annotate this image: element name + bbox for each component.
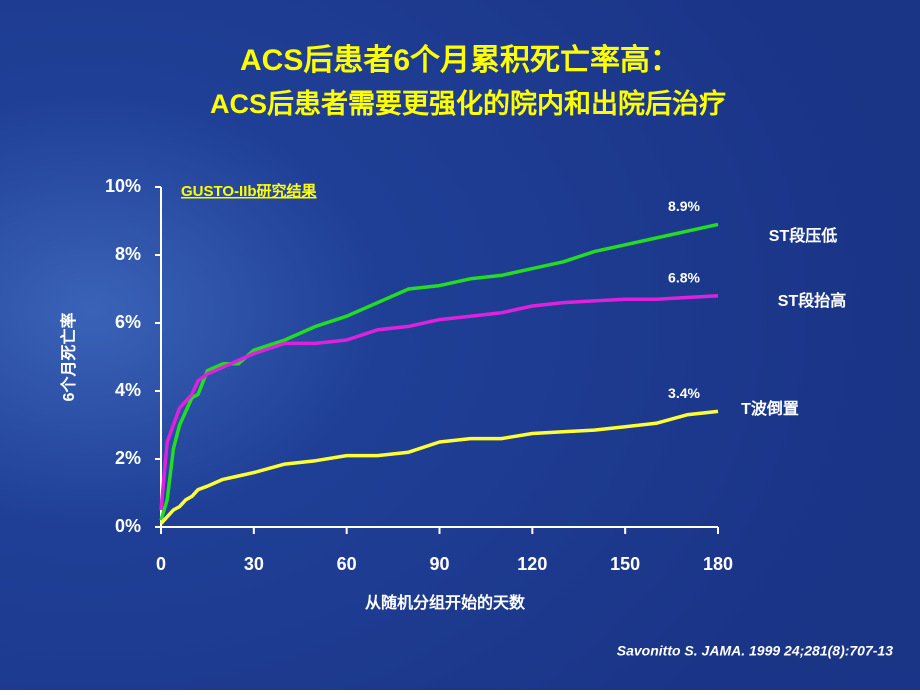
value-label: 8.9% [668, 198, 700, 214]
x-tick-label: 180 [703, 554, 733, 574]
x-axis-label: 从随机分组开始的天数 [365, 593, 526, 612]
annotation: GUSTO-IIb研究结果 [181, 182, 318, 200]
y-tick-label: 6% [115, 312, 141, 332]
y-axis-label: 6个月死亡率 [59, 313, 78, 402]
legend-label: T波倒置 [741, 399, 799, 418]
x-tick-label: 90 [429, 554, 449, 574]
source: Savonitto S. JAMA. 1999 24;281(8):707-13 [617, 643, 893, 659]
line [159, 409, 719, 525]
y-tick-label: 8% [115, 244, 141, 264]
value-label: 6.8% [668, 270, 700, 286]
legend-label: ST段抬高 [778, 291, 846, 310]
x-tick-label: 0 [156, 554, 166, 574]
line [159, 294, 719, 511]
x-tick-label: 30 [244, 554, 264, 574]
x-tick-label: 150 [610, 554, 640, 574]
subtitle: ACS后患者需要更强化的院内和出院后治疗 [210, 88, 726, 119]
y-tick-label: 4% [115, 380, 141, 400]
value-label: 3.4% [668, 385, 700, 401]
title: ACS后患者6个月累积死亡率高： [240, 44, 680, 77]
y-tick-label: 0% [115, 516, 141, 536]
legend-label: ST段压低 [769, 226, 837, 245]
x-tick-label: 60 [337, 554, 357, 574]
line [159, 222, 719, 521]
y-tick-label: 10% [105, 176, 141, 196]
y-tick-label: 2% [115, 448, 141, 468]
x-tick-label: 120 [517, 554, 547, 574]
